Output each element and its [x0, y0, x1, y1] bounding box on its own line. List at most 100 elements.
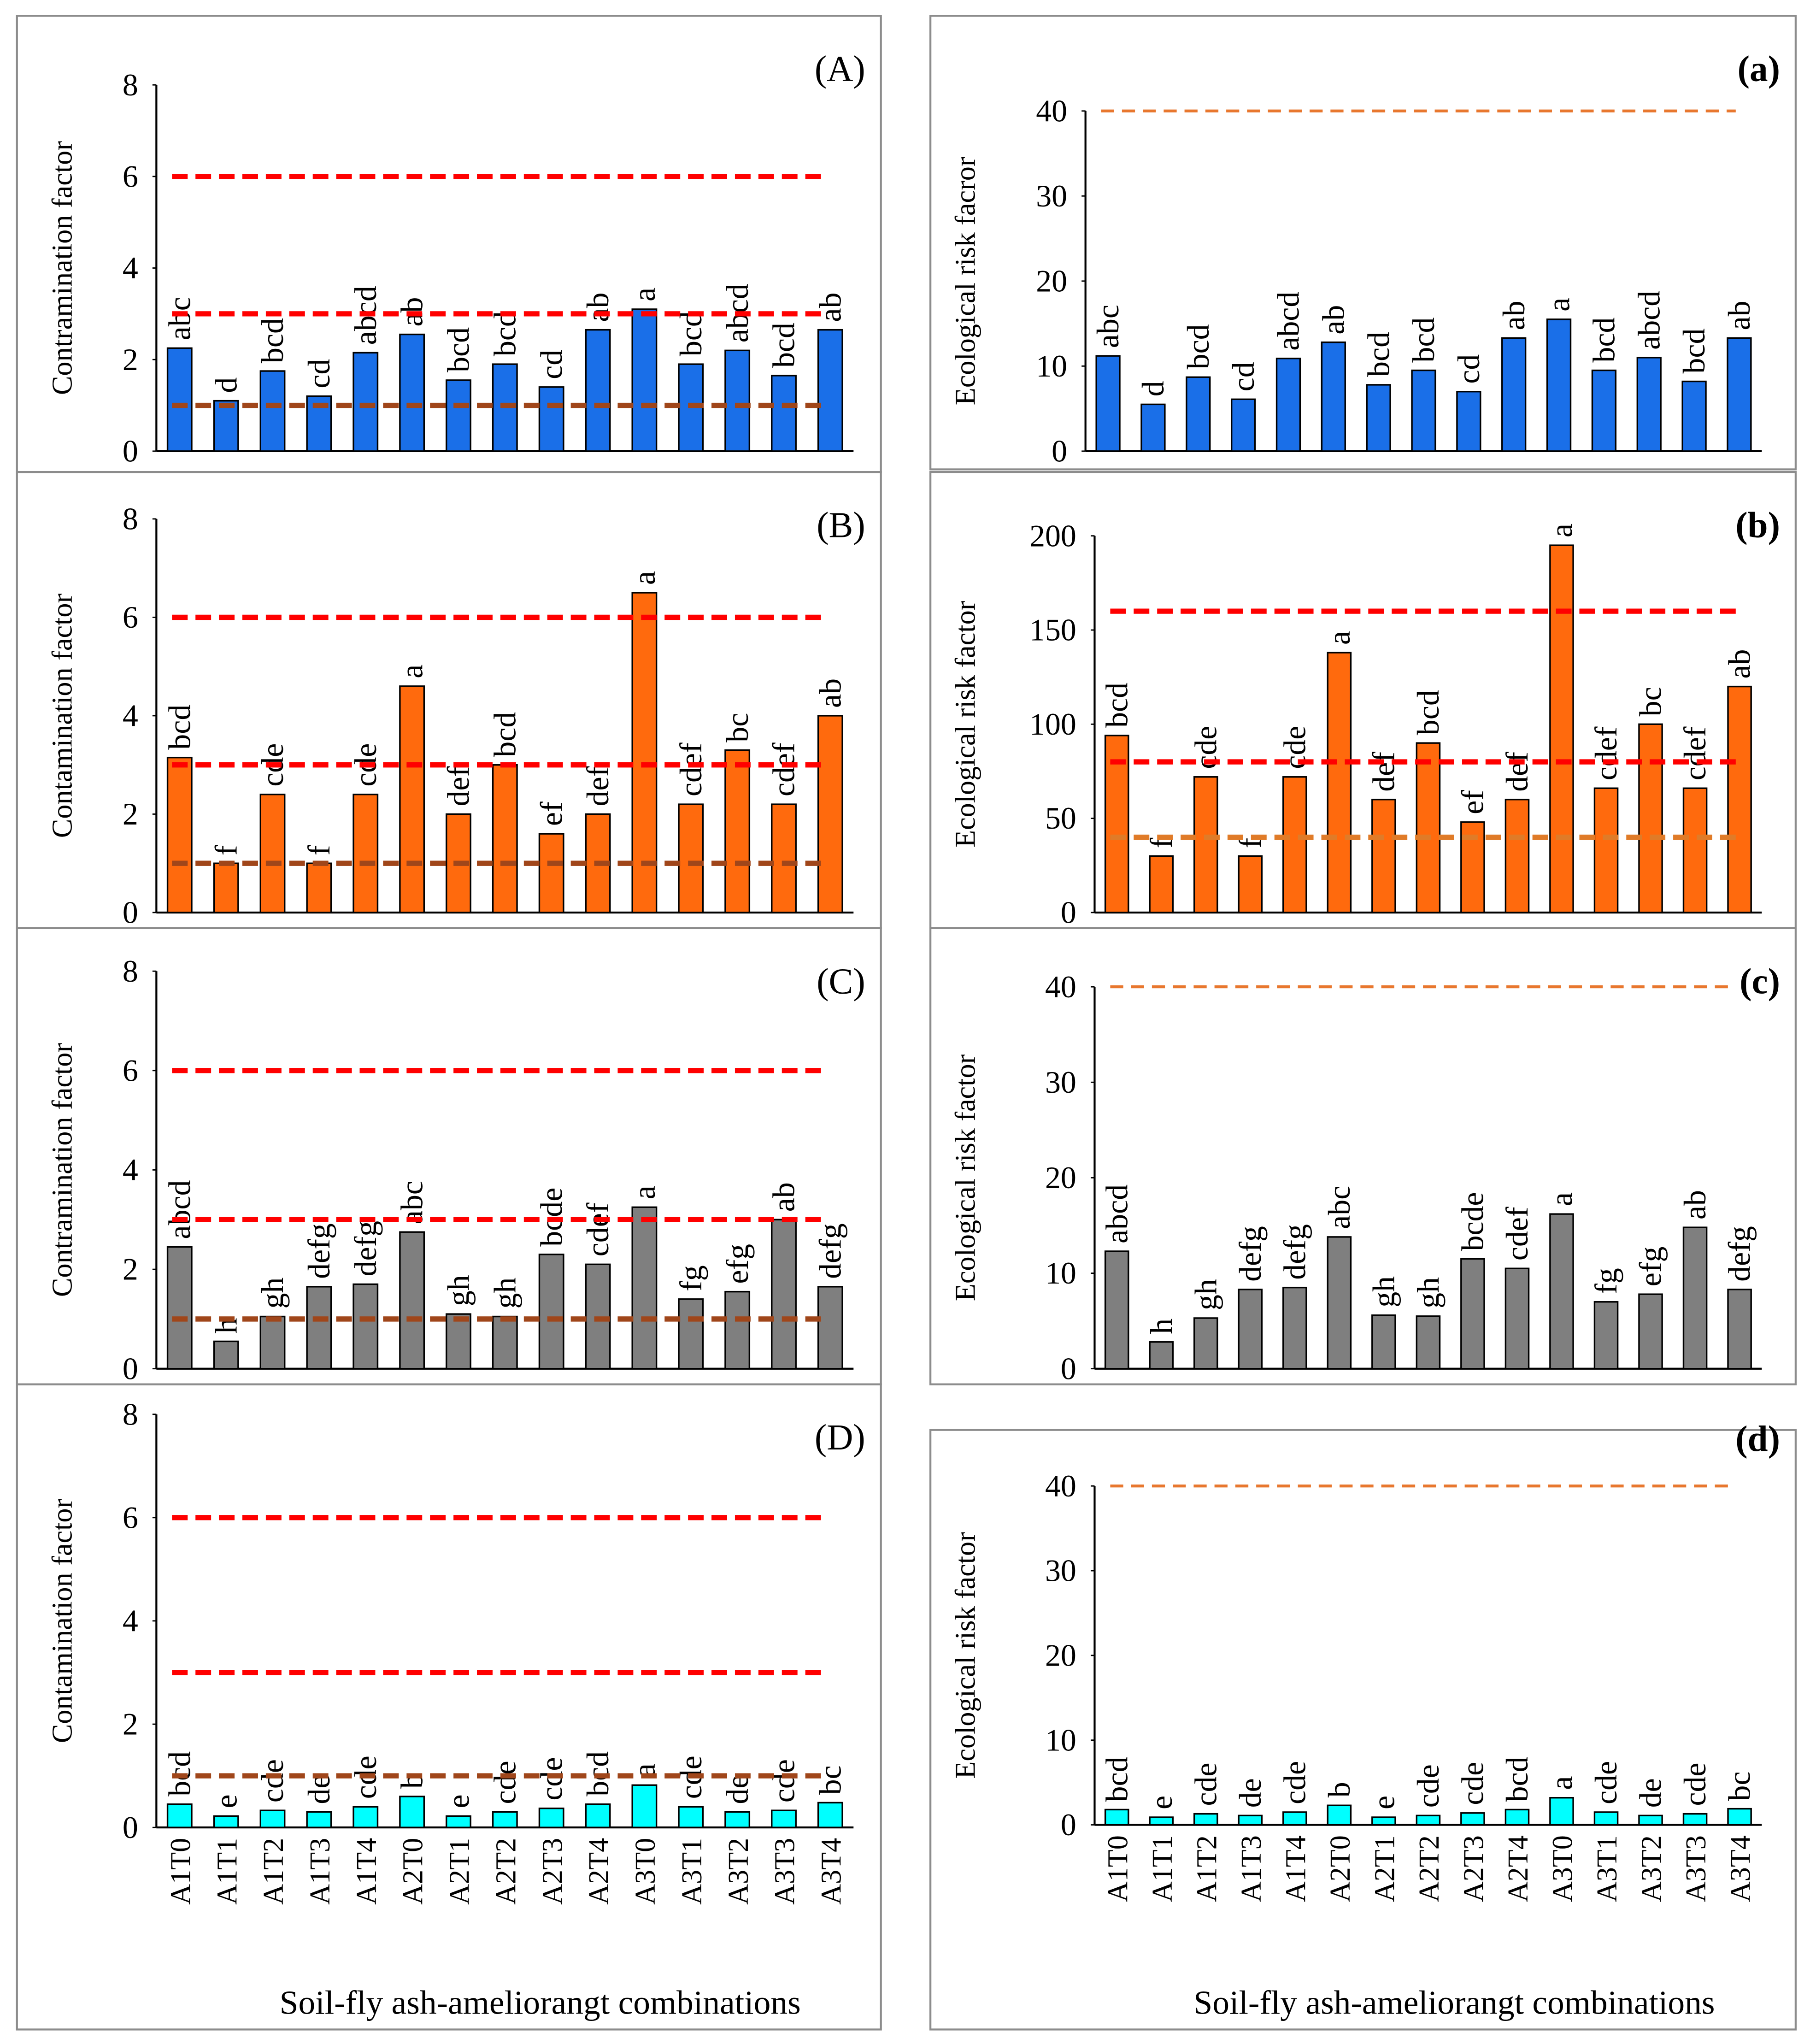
bar: [1371, 1314, 1396, 1370]
y-axis-label: Ecological risk factor: [950, 1532, 981, 1779]
significance-letter: bcd: [1099, 1756, 1134, 1802]
bar: [399, 333, 425, 452]
significance-letter: cde: [1277, 1761, 1312, 1804]
y-tick-label: 40: [1036, 94, 1067, 128]
significance-letter: cde: [1456, 1762, 1490, 1805]
y-tick-label: 0: [123, 434, 138, 468]
bar: [724, 349, 751, 452]
y-axis-label: Ecological risk factor: [950, 601, 981, 848]
y-tick-label: 10: [1045, 1256, 1076, 1290]
x-tick-label: A3T2: [1636, 1835, 1668, 1902]
y-tick-label: 2: [123, 1707, 138, 1742]
bar: [1546, 318, 1572, 452]
bar: [1593, 1811, 1619, 1826]
significance-letter: cde: [767, 1759, 801, 1802]
bar: [166, 347, 193, 452]
bar: [678, 1806, 704, 1828]
bar: [1149, 855, 1174, 913]
bar: [1549, 544, 1574, 913]
x-axis-label: Soil-fly ash-ameliorangt combinations: [1193, 1984, 1715, 2021]
significance-letter: bcd: [767, 323, 801, 368]
bar: [306, 862, 332, 913]
significance-letter: a: [395, 665, 429, 678]
significance-letter: defg: [813, 1223, 847, 1279]
bar: [1282, 776, 1307, 913]
significance-letter: cd: [1226, 362, 1261, 391]
significance-letter: cdef: [1589, 726, 1623, 780]
y-tick-label: 8: [123, 1397, 138, 1431]
bar: [492, 1315, 518, 1370]
bar: [306, 1286, 332, 1370]
y-axis-label: Contramination factor: [47, 141, 78, 395]
bar: [631, 1784, 658, 1828]
x-tick-label: A1T0: [165, 1838, 196, 1905]
x-tick-label: A1T0: [1102, 1835, 1134, 1902]
panel-frame: [16, 1383, 882, 2031]
significance-letter: bcd: [1411, 690, 1446, 735]
y-tick-label: 6: [123, 159, 138, 194]
bar: [1282, 1811, 1307, 1826]
bar: [1682, 787, 1708, 913]
significance-letter: f: [1144, 837, 1179, 848]
bar: [1230, 398, 1256, 452]
bar: [1681, 380, 1707, 452]
significance-letter: def: [1367, 752, 1401, 792]
significance-letter: bcd: [488, 712, 522, 757]
x-tick-label: A2T1: [444, 1838, 476, 1905]
x-tick-label: A1T2: [258, 1838, 289, 1905]
y-tick-label: 0: [1052, 434, 1067, 468]
significance-letter: gh: [441, 1275, 476, 1306]
bar: [1140, 403, 1166, 452]
y-tick-label: 50: [1045, 801, 1076, 836]
significance-letter: cde: [1589, 1761, 1623, 1804]
bar: [678, 1298, 704, 1370]
bar: [817, 1286, 843, 1370]
significance-letter: ab: [1722, 649, 1757, 679]
significance-letter: cde: [255, 1759, 290, 1802]
x-axis-label: Soil-fly ash-ameliorangt combinations: [280, 1984, 801, 2021]
significance-letter: de: [720, 1775, 755, 1804]
significance-letter: a: [1322, 631, 1357, 645]
bar: [1186, 376, 1211, 452]
bar: [1321, 341, 1346, 452]
panel-label: (b): [1735, 505, 1780, 546]
bar: [1727, 1289, 1752, 1370]
x-tick-label: A2T4: [583, 1838, 615, 1905]
bar: [538, 386, 564, 452]
bar: [1416, 1315, 1441, 1370]
bar: [1327, 652, 1352, 913]
significance-letter: cdef: [1678, 726, 1712, 780]
panel-label: (D): [815, 1417, 865, 1458]
panel-frame: [929, 15, 1797, 471]
bar: [817, 329, 843, 452]
y-tick-label: 4: [123, 699, 138, 733]
x-tick-label: A3T1: [1592, 1835, 1623, 1902]
bar: [1727, 685, 1752, 913]
x-tick-label: A1T3: [305, 1838, 336, 1905]
bar: [1727, 337, 1752, 452]
bar: [1104, 735, 1129, 913]
bar: [817, 715, 843, 913]
bar: [1416, 742, 1441, 913]
panel-label: (B): [817, 505, 865, 546]
bar: [446, 1815, 471, 1828]
bar: [1095, 355, 1121, 452]
bar: [1638, 1814, 1663, 1826]
significance-letter: de: [1233, 1778, 1268, 1808]
significance-letter: bcd: [488, 311, 522, 356]
bar: [166, 1246, 193, 1370]
significance-letter: def: [581, 766, 615, 806]
bar: [1282, 1286, 1307, 1370]
significance-letter: bcd: [1406, 318, 1441, 363]
significance-letter: abc: [395, 1181, 429, 1224]
significance-letter: ab: [813, 293, 847, 322]
y-tick-label: 0: [1061, 1351, 1076, 1386]
significance-letter: ab: [1316, 305, 1351, 335]
